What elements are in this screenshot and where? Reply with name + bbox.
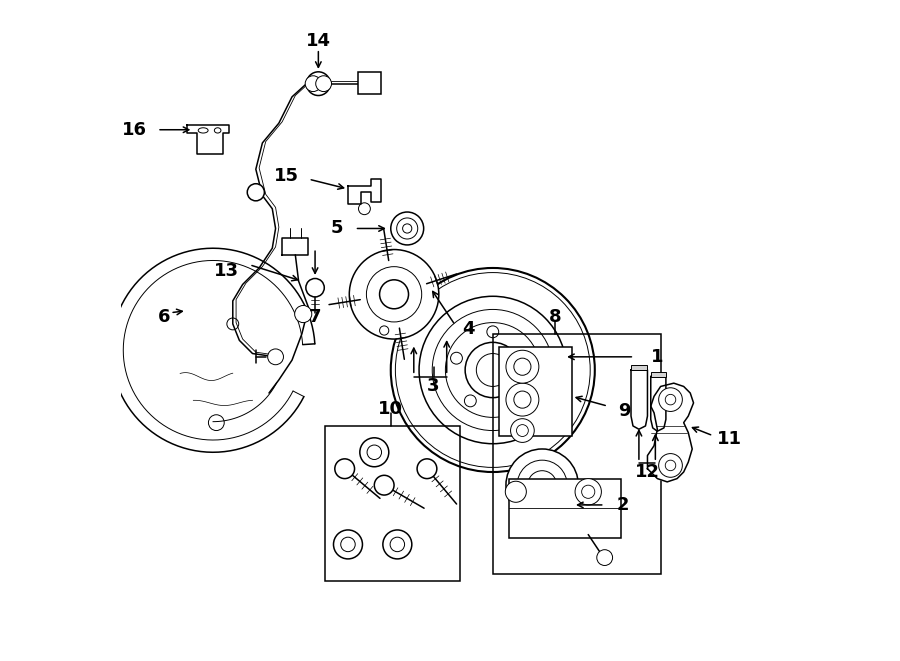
Circle shape: [335, 459, 355, 479]
Circle shape: [659, 388, 682, 411]
Circle shape: [267, 349, 284, 365]
Circle shape: [506, 350, 539, 383]
Circle shape: [334, 530, 363, 559]
Text: 14: 14: [306, 32, 331, 50]
Text: 1: 1: [651, 348, 663, 366]
Bar: [493, 334, 661, 574]
Text: 15: 15: [274, 167, 299, 185]
Text: 6: 6: [158, 308, 170, 327]
Circle shape: [374, 475, 394, 495]
Circle shape: [417, 459, 436, 479]
Circle shape: [248, 184, 265, 201]
Circle shape: [575, 479, 601, 505]
Bar: [509, 479, 621, 538]
Circle shape: [306, 278, 324, 297]
Polygon shape: [186, 125, 230, 154]
Circle shape: [382, 530, 412, 559]
Circle shape: [360, 438, 389, 467]
Text: 13: 13: [214, 262, 239, 280]
Circle shape: [505, 481, 526, 502]
Text: 7: 7: [309, 308, 321, 327]
Bar: [631, 365, 647, 370]
Circle shape: [510, 418, 535, 442]
Text: 16: 16: [122, 121, 148, 139]
Circle shape: [506, 449, 579, 522]
Polygon shape: [348, 179, 381, 204]
Circle shape: [316, 76, 331, 92]
Circle shape: [294, 305, 311, 323]
Circle shape: [597, 550, 613, 565]
Polygon shape: [651, 377, 666, 431]
Circle shape: [506, 383, 539, 416]
Bar: [651, 372, 666, 377]
Polygon shape: [283, 239, 309, 254]
Circle shape: [305, 76, 321, 92]
Polygon shape: [647, 383, 694, 482]
Text: 4: 4: [462, 320, 474, 338]
Bar: [325, 426, 460, 580]
Text: 11: 11: [716, 430, 742, 448]
Text: 8: 8: [549, 308, 562, 327]
Circle shape: [391, 212, 424, 245]
Ellipse shape: [214, 128, 220, 133]
Text: 10: 10: [378, 401, 403, 418]
Ellipse shape: [198, 128, 208, 133]
Text: 9: 9: [617, 402, 630, 420]
Bar: [358, 72, 381, 94]
Text: 12: 12: [635, 463, 660, 481]
Circle shape: [659, 453, 682, 477]
Text: 2: 2: [616, 496, 629, 514]
Text: 5: 5: [330, 219, 343, 237]
Circle shape: [307, 72, 330, 96]
Polygon shape: [111, 249, 315, 452]
Text: 3: 3: [428, 377, 440, 395]
Circle shape: [349, 250, 439, 339]
Bar: [500, 347, 572, 436]
Polygon shape: [631, 370, 647, 429]
